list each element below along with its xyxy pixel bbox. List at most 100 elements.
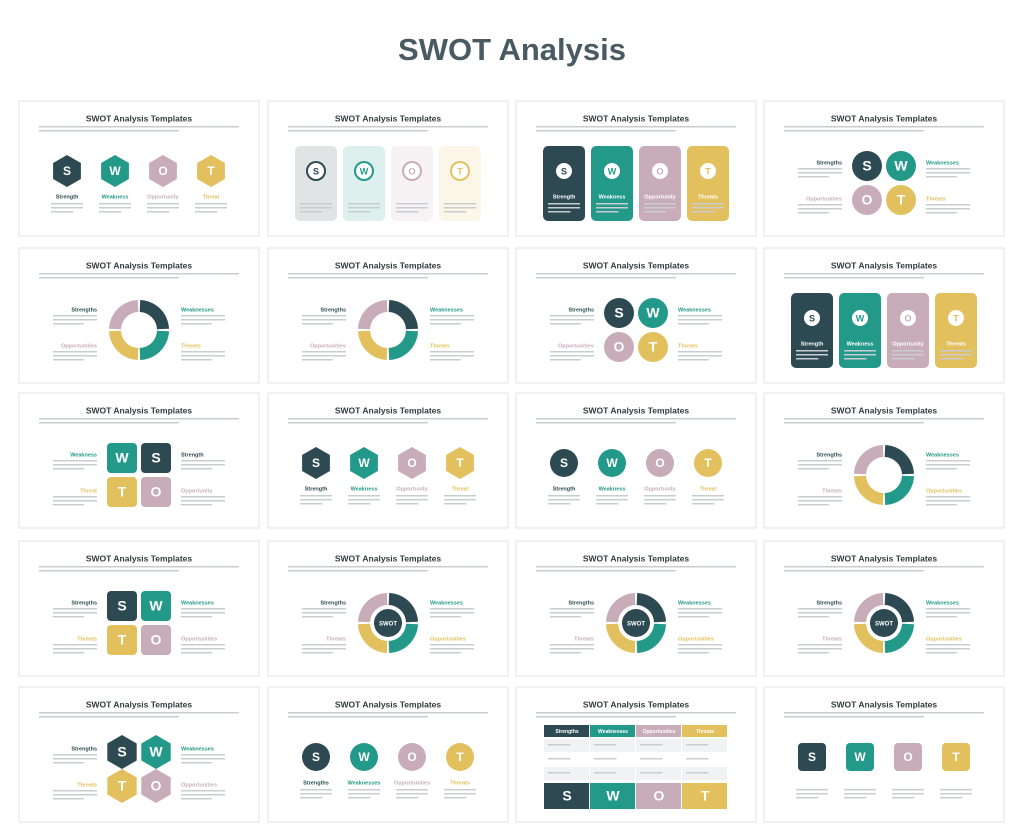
slide-thumbnail: SWOT Analysis Templates S Strengths W Weakne…	[18, 686, 260, 823]
text-placeholder	[796, 350, 828, 352]
text-placeholder	[348, 789, 380, 791]
text-placeholder	[300, 503, 323, 505]
text-placeholder	[396, 793, 428, 795]
text-placeholder	[181, 319, 225, 321]
swot-label: Opportunity	[644, 486, 676, 492]
text-placeholder	[686, 758, 709, 760]
text-placeholder	[892, 350, 924, 352]
text-placeholder	[640, 772, 663, 774]
swot-shape	[350, 743, 378, 771]
swot-letter: T	[456, 750, 464, 764]
text-placeholder	[300, 789, 332, 791]
swot-label: Opportunity	[181, 488, 213, 494]
text-placeholder	[430, 612, 474, 614]
swot-shape	[197, 155, 225, 187]
text-placeholder	[926, 500, 970, 502]
text-placeholder	[430, 359, 461, 361]
text-placeholder	[536, 712, 736, 714]
text-placeholder	[550, 648, 594, 650]
swot-label: Weaknesses	[926, 160, 959, 166]
slide-thumbnail: SWOT Analysis Templates S Strength W Weaknes…	[515, 100, 757, 237]
swot-label: Weakness	[102, 194, 129, 200]
text-placeholder	[181, 504, 212, 506]
swot-card	[295, 146, 337, 221]
ring-segment	[636, 593, 666, 623]
text-placeholder	[300, 797, 323, 799]
swot-letter: W	[606, 456, 618, 470]
swot-label: Threats	[678, 343, 698, 349]
swot-label: Weaknesses	[348, 780, 381, 786]
slide-thumbnail: SWOT Analysis Templates S W O T	[267, 100, 509, 237]
text-placeholder	[181, 652, 212, 654]
text-placeholder	[536, 716, 676, 718]
text-placeholder	[784, 130, 924, 132]
text-placeholder	[548, 499, 580, 501]
swot-label: Weaknesses	[181, 307, 214, 313]
text-placeholder	[940, 789, 972, 791]
text-placeholder	[51, 211, 74, 213]
text-placeholder	[844, 350, 876, 352]
text-placeholder	[692, 207, 724, 209]
text-placeholder	[892, 797, 915, 799]
slide-thumbnail: SWOT Analysis Templates S Strength W Weaknes…	[515, 392, 757, 529]
swot-letter: O	[408, 166, 415, 176]
swot-label: Weakness	[847, 341, 874, 347]
text-placeholder	[926, 648, 970, 650]
text-placeholder	[39, 277, 179, 279]
text-placeholder	[550, 315, 594, 317]
text-placeholder	[678, 616, 709, 618]
swot-letter: T	[705, 166, 711, 176]
text-placeholder	[53, 464, 97, 466]
swot-shape	[604, 332, 634, 362]
slide-title: SWOT Analysis Templates	[831, 113, 938, 123]
swot-letter: W	[358, 456, 370, 470]
text-placeholder	[444, 789, 476, 791]
text-placeholder	[300, 793, 332, 795]
slide-title: SWOT Analysis Templates	[831, 405, 938, 415]
ring-center	[374, 609, 402, 637]
ring-segment	[139, 330, 169, 360]
slide-thumbnail: SWOT Analysis Templates S Strength W Weaknes…	[18, 100, 260, 237]
swot-label: Opportunities	[394, 780, 430, 786]
text-placeholder	[53, 319, 97, 321]
text-placeholder	[548, 503, 571, 505]
text-placeholder	[678, 319, 722, 321]
swot-label: Weakness	[599, 486, 626, 492]
swot-label: Strengths	[816, 452, 842, 458]
swot-letter: O	[407, 750, 416, 764]
text-placeholder	[686, 772, 709, 774]
swot-label: Threats	[450, 780, 470, 786]
swot-label: Weaknesses	[181, 600, 214, 606]
swot-label: Threats	[181, 343, 201, 349]
text-placeholder	[288, 566, 488, 568]
swot-label: Opportunity	[892, 341, 924, 347]
text-placeholder	[302, 315, 346, 317]
swot-label: Strengths	[320, 600, 346, 606]
text-placeholder	[550, 319, 594, 321]
text-placeholder	[678, 608, 722, 610]
text-placeholder	[536, 277, 676, 279]
swot-letter: O	[903, 750, 912, 764]
text-placeholder	[798, 608, 842, 610]
swot-inner	[356, 163, 372, 179]
swot-shape	[894, 743, 922, 771]
swot-label: Weaknesses	[678, 600, 711, 606]
swot-letter: W	[149, 598, 163, 614]
text-placeholder	[430, 323, 461, 325]
swot-shape	[141, 477, 171, 507]
table-header-text: Opportunities	[643, 729, 676, 735]
text-placeholder	[940, 354, 972, 356]
text-placeholder	[644, 499, 676, 501]
ring-center-text: SWOT	[875, 622, 893, 628]
text-placeholder	[548, 744, 571, 746]
text-placeholder	[181, 355, 225, 357]
swot-inner	[700, 163, 716, 179]
ring-center-text: SWOT	[627, 622, 645, 628]
text-placeholder	[926, 644, 970, 646]
swot-label: Opportunities	[806, 196, 842, 202]
slide-title: SWOT Analysis Templates	[86, 553, 193, 563]
text-placeholder	[396, 499, 428, 501]
text-placeholder	[181, 758, 225, 760]
text-placeholder	[444, 207, 476, 209]
text-placeholder	[692, 211, 715, 213]
